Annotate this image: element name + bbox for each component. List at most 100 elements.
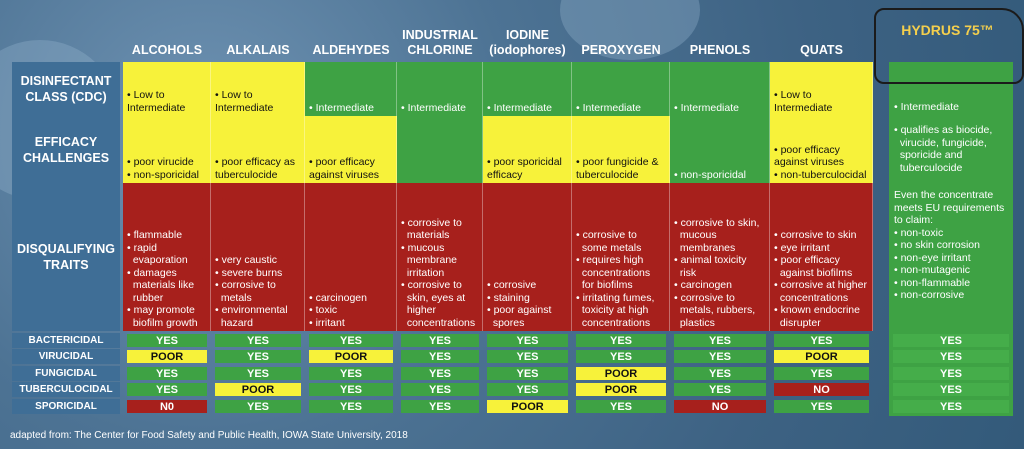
- row-label-sporicidal: SPORICIDAL: [12, 399, 120, 414]
- cell-text: higher: [401, 304, 437, 316]
- cell-text: • corrosive to: [215, 279, 276, 291]
- hydrus-text-line: virucide, fungicide,: [894, 136, 987, 149]
- efficacy-cell: • poor efficacy as tuberculocide: [211, 116, 305, 183]
- cell-text: concentrations: [576, 316, 651, 329]
- hydrus-text-line: tuberculocide: [894, 161, 963, 174]
- hydrus-text-line: to claim:: [894, 214, 934, 226]
- traits-cell: • flammable • rapid evaporation • damages …: [123, 183, 211, 331]
- sporicidal-value: YES: [774, 400, 869, 413]
- fungicidal-value: POOR: [576, 367, 666, 380]
- cell-text: • mucous: [401, 241, 445, 254]
- bactericidal-value: YES: [487, 334, 568, 347]
- sporicidal-value: YES: [401, 400, 479, 413]
- bactericidal-value: YES: [309, 334, 393, 347]
- sporicidal-value: YES: [576, 400, 666, 413]
- cell-text: • irritating fumes,: [576, 291, 655, 304]
- class-cell: • Intermediate: [572, 62, 670, 116]
- cell-text: • Intermediate: [674, 101, 739, 114]
- cell-text: metals, rubbers,: [674, 304, 756, 316]
- hydrus-class: • Intermediate: [894, 101, 959, 113]
- column-header: ALDEHYDES: [312, 43, 390, 57]
- fungicidal-value: YES: [774, 367, 869, 380]
- bactericidal-value: YES: [401, 334, 479, 347]
- fungicidal-value: YES: [127, 367, 207, 380]
- cell-text: • environmental: [215, 304, 288, 316]
- cell-text: some metals: [576, 241, 642, 254]
- cell-text: risk: [674, 266, 697, 279]
- virucidal-value: YES: [576, 350, 666, 363]
- column-header: QUATS: [800, 43, 843, 57]
- virucidal-value: YES: [401, 350, 479, 363]
- fungicidal-value: YES: [309, 367, 393, 380]
- cell-text: • corrosive to skin,: [674, 216, 760, 229]
- sporicidal-value: N0: [127, 400, 207, 413]
- traits-cell: • corrosive to skin • eye irritant • poor …: [770, 183, 873, 331]
- hydrus-efficacy: • qualifies as biocide, virucide, fungic…: [894, 124, 1012, 174]
- row-label-tuberculocidal: TUBERCULOCIDAL: [12, 382, 120, 397]
- efficacy-cell: • poor virucide • non-sporicidal: [123, 116, 211, 183]
- bactericidal-value: YES: [774, 334, 869, 347]
- cell-text: concentrations: [774, 291, 849, 304]
- virucidal-value: POOR: [774, 350, 869, 363]
- virucidal-value: POOR: [127, 350, 207, 363]
- efficacy-cell: • poor fungicide & tuberculocide: [572, 116, 670, 183]
- cell-text: membranes: [674, 241, 736, 254]
- hand-drawn-circle: [874, 8, 1024, 84]
- traits-cell: • corrosive to some metals • requires hig…: [572, 183, 670, 331]
- cell-text: • poor efficacy: [774, 143, 840, 156]
- cell-text: • toxic: [309, 304, 338, 316]
- cell-text: Intermediate: [215, 101, 274, 114]
- cell-text: • non-sporicidal: [127, 168, 199, 181]
- cell-text: for biofilms: [576, 279, 633, 291]
- cell-text: toxicity at high: [576, 304, 649, 316]
- cell-text: tuberculocide: [576, 168, 639, 181]
- cell-text: • non-sporicidal: [674, 168, 746, 181]
- sporicidal-value: YES: [215, 400, 301, 413]
- sporicidal-value: POOR: [487, 400, 568, 413]
- cell-text: tuberculocide: [215, 168, 278, 181]
- hydrus-traits: Even the concentrate meets EU requirement…: [894, 189, 1012, 302]
- efficacy-cell: [397, 116, 483, 183]
- cell-text: • carcinogen: [674, 279, 732, 291]
- cell-text: against viruses: [774, 156, 845, 168]
- tuberculocidal-value: NO: [774, 383, 869, 396]
- hydrus-virucidal-value: YES: [893, 350, 1009, 363]
- hydrus-fungicidal-value: YES: [893, 367, 1009, 380]
- cell-text: skin, eyes at: [401, 291, 466, 304]
- cell-text: • poor fungicide &: [576, 156, 659, 168]
- hydrus-bactericidal-value: YES: [893, 334, 1009, 347]
- cell-text: • Low to: [127, 89, 165, 101]
- hydrus-text-line: sporicide and: [894, 149, 963, 161]
- cell-text: • poor against: [487, 304, 552, 316]
- traits-cell: • corrosive • staining • poor against spor…: [483, 183, 572, 331]
- sporicidal-value: NO: [674, 400, 766, 413]
- class-cell: • Low to Intermediate: [770, 62, 873, 116]
- hydrus-tuberculocidal-value: YES: [893, 383, 1009, 396]
- traits-cell: • very caustic • severe burns • corrosive …: [211, 183, 305, 331]
- cell-text: • damages: [127, 266, 177, 279]
- tuberculocidal-value: POOR: [215, 383, 301, 396]
- row-label-traits: DISQUALIFYING TRAITS: [12, 183, 120, 331]
- cell-text: irritation: [401, 266, 445, 279]
- fungicidal-value: YES: [401, 367, 479, 380]
- cell-text: rubber: [127, 291, 164, 304]
- tuberculocidal-value: YES: [127, 383, 207, 396]
- efficacy-cell: • poor efficacy against viruses: [305, 116, 397, 183]
- cell-text: • corrosive to skin: [774, 229, 857, 241]
- efficacy-cell: • poor sporicidal efficacy: [483, 116, 572, 183]
- hydrus-text-line: meets EU requirements: [894, 201, 1005, 214]
- cell-text: • corrosive to: [674, 291, 735, 304]
- cell-text: • rapid: [127, 241, 157, 254]
- cell-text: evaporation: [127, 254, 188, 266]
- cell-text: • Intermediate: [487, 101, 552, 114]
- hydrus-text-line: • non-corrosive: [894, 289, 965, 301]
- column-header: INDUSTRIAL CHLORINE: [402, 28, 478, 57]
- cell-text: Intermediate: [127, 101, 186, 114]
- hydrus-text-line: • no skin corrosion: [894, 239, 980, 251]
- cell-text: • poor efficacy: [309, 156, 375, 168]
- cell-text: • corrosive: [487, 279, 537, 291]
- cell-text: • irritant: [309, 316, 345, 329]
- efficacy-cell: • poor efficacy against viruses • non-tube…: [770, 116, 873, 183]
- traits-cell: • corrosive to materials • mucous membran…: [397, 183, 483, 331]
- bactericidal-value: YES: [674, 334, 766, 347]
